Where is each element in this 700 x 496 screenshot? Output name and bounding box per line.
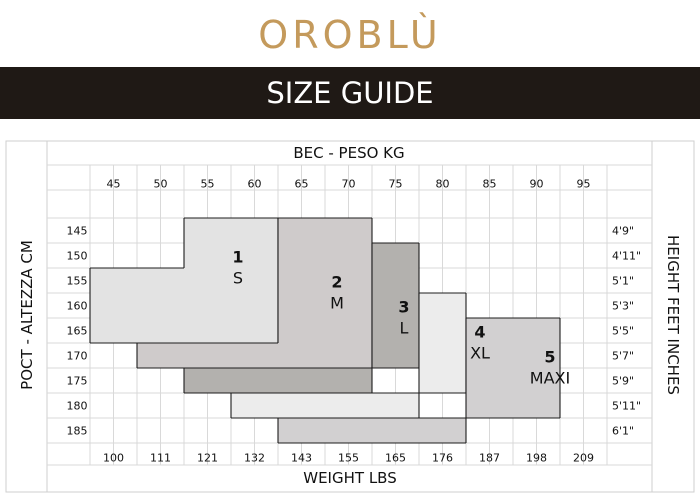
size-label-m: M <box>330 294 344 313</box>
cm-tick-label: 150 <box>67 250 88 263</box>
ft-tick-label: 5'1" <box>612 275 634 288</box>
kg-tick-label: 45 <box>107 178 121 191</box>
size-label-s: S <box>233 269 243 288</box>
size-region-cell <box>184 368 372 393</box>
size-region-m <box>136 217 373 369</box>
brand-logo: OROBLÙ <box>258 13 442 57</box>
size-chart: 1 S 2 M 3 L 4 XL 5 MAXI BEC - PESO KG WEIGHT LBS POC… <box>5 140 695 493</box>
size-region-cell <box>372 268 419 293</box>
left-axis-title: POCT - ALTEZZA CM <box>18 240 36 390</box>
ft-tick-label: 5'9" <box>612 375 634 388</box>
top-axis-title: BEC - PESO KG <box>293 144 404 162</box>
size-number-xl: 4 <box>474 323 485 342</box>
lbs-tick-label: 187 <box>479 452 500 465</box>
size-region-cell <box>90 268 278 293</box>
ft-tick-label: 5'5" <box>612 325 634 338</box>
cm-tick-label: 165 <box>67 325 88 338</box>
size-region-cell <box>419 293 466 318</box>
chart-labels: 1 S 2 M 3 L 4 XL 5 MAXI BEC - PESO KG WEIGHT LBS POC… <box>18 144 682 487</box>
lbs-tick-label: 143 <box>291 452 312 465</box>
size-label-l: L <box>400 319 409 338</box>
size-region-cell <box>466 368 560 393</box>
lbs-tick-label: 155 <box>338 452 359 465</box>
size-number-l: 3 <box>398 298 409 317</box>
size-region-cell <box>278 318 372 343</box>
lbs-tick-label: 209 <box>573 452 594 465</box>
size-guide-banner: SIZE GUIDE <box>0 67 700 119</box>
lbs-tick-label: 111 <box>150 452 171 465</box>
cm-tick-label: 145 <box>67 225 88 238</box>
kg-tick-label: 85 <box>483 178 497 191</box>
size-region-cell <box>278 218 372 243</box>
ft-tick-label: 5'3" <box>612 300 634 313</box>
size-region-cell <box>231 393 419 418</box>
chart-frame <box>5 140 695 493</box>
lbs-tick-label: 132 <box>244 452 265 465</box>
size-region-cell <box>419 343 466 368</box>
size-label-xl: XL <box>470 344 490 363</box>
size-region-cell <box>419 318 466 343</box>
size-region-cell <box>90 293 278 318</box>
kg-tick-label: 65 <box>295 178 309 191</box>
kg-tick-label: 60 <box>248 178 262 191</box>
size-region-cell <box>372 243 419 268</box>
size-region-cell <box>278 418 466 443</box>
ft-tick-label: 5'7" <box>612 350 634 363</box>
lbs-tick-label: 176 <box>432 452 453 465</box>
cm-tick-label: 160 <box>67 300 88 313</box>
size-region-outline <box>277 317 561 444</box>
size-regions <box>89 217 561 444</box>
cm-tick-label: 155 <box>67 275 88 288</box>
lbs-tick-label: 198 <box>526 452 547 465</box>
size-region-maxi <box>277 317 561 444</box>
size-region-cell <box>278 268 372 293</box>
ft-tick-label: 5'11" <box>612 400 641 413</box>
cm-tick-label: 180 <box>67 400 88 413</box>
size-region-cell <box>137 343 372 368</box>
size-region-cell <box>466 318 560 343</box>
size-region-cell <box>466 393 560 418</box>
kg-tick-label: 75 <box>389 178 403 191</box>
size-region-cell <box>184 243 278 268</box>
size-region-cell <box>419 368 466 393</box>
bottom-axis-title: WEIGHT LBS <box>303 469 396 487</box>
lbs-tick-label: 121 <box>197 452 218 465</box>
size-region-cell <box>278 293 372 318</box>
kg-tick-label: 80 <box>436 178 450 191</box>
kg-tick-label: 90 <box>530 178 544 191</box>
kg-tick-label: 50 <box>154 178 168 191</box>
ft-tick-label: 4'9" <box>612 225 634 238</box>
size-region-cell <box>90 318 278 343</box>
size-region-l <box>183 242 420 394</box>
size-region-cell <box>372 293 419 318</box>
size-label-maxi: MAXI <box>530 369 570 388</box>
lbs-tick-label: 100 <box>103 452 124 465</box>
cm-tick-label: 170 <box>67 350 88 363</box>
size-region-s <box>89 217 279 344</box>
size-region-cell <box>278 243 372 268</box>
cm-tick-label: 175 <box>67 375 88 388</box>
kg-tick-label: 55 <box>201 178 215 191</box>
size-number-s: 1 <box>232 248 243 267</box>
size-region-xl <box>230 292 467 419</box>
ft-tick-label: 4'11" <box>612 250 641 263</box>
kg-tick-label: 95 <box>577 178 591 191</box>
kg-tick-label: 70 <box>342 178 356 191</box>
cm-tick-label: 185 <box>67 425 88 438</box>
size-region-cell <box>466 343 560 368</box>
right-axis-title: HEIGHT FEET INCHES <box>664 235 682 395</box>
size-region-cell <box>372 318 419 343</box>
size-number-m: 2 <box>331 273 342 292</box>
lbs-tick-label: 165 <box>385 452 406 465</box>
size-region-cell <box>372 343 419 368</box>
size-region-cell <box>184 218 278 243</box>
ft-tick-label: 6'1" <box>612 425 634 438</box>
size-number-maxi: 5 <box>544 348 555 367</box>
